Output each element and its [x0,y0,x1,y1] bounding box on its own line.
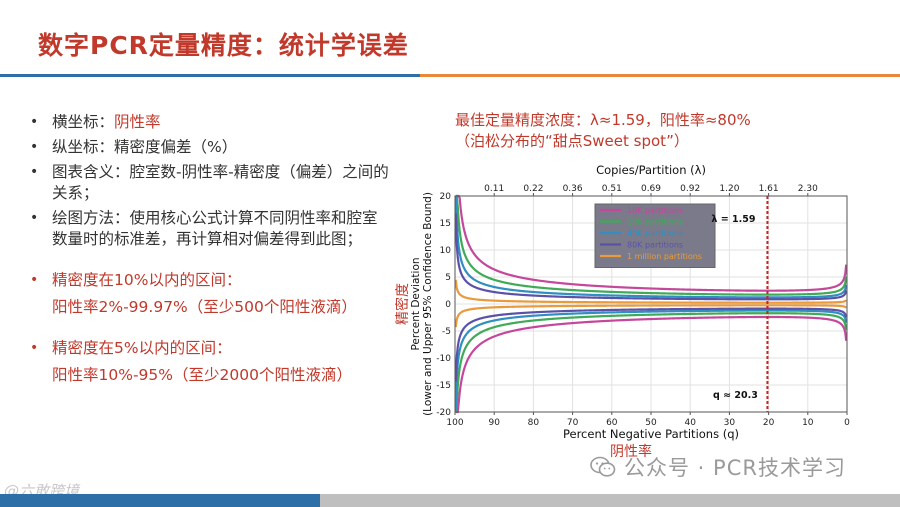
y-tick-label: -15 [436,381,451,391]
series-upper-line [454,195,848,299]
series-lower-line [455,315,848,414]
legend-label: 20K partitions [627,218,683,227]
x-tick-label: 10 [802,418,814,428]
slide-title: 数字PCR定量精度：统计学误差 [38,31,409,60]
bullet-method: • 绘图方法：使用核心公式计算不同阴性率和腔室数量时的标准差，再计算相对偏差得到… [30,208,390,250]
watermark: 公众号 · PCR技术学习 [590,452,846,482]
annotation-line-2: （泊松分布的“甜点Sweet spot”） [455,132,689,150]
x-tick-label: 40 [684,418,696,428]
top-tick-label: 0.51 [602,184,622,194]
annotation-line-1: 最佳定量精度浓度：λ≈1.59，阳性率≈80% [455,111,751,129]
notes-panel: • 横坐标：阴性率 • 纵坐标：精密度偏差（%） • 图表含义：腔室数-阴性率-… [30,112,390,390]
highlight-5pct-heading: • 精密度在5%以内的区间： [30,339,232,357]
y-tick-label: -20 [436,408,451,418]
series-lower-line [454,312,848,413]
y-axis-title-line-2: (Lower and Upper 95% Confidence Bound) [422,192,434,416]
top-tick-label: 0.11 [484,184,504,194]
legend-label: 40K partitions [627,229,683,238]
sweet-spot-annotation: 最佳定量精度浓度：λ≈1.59，阳性率≈80% （泊松分布的“甜点Sweet s… [455,110,885,152]
bullet-dot-icon: • [30,210,39,226]
y-tick-label: 0 [445,300,451,310]
x2-axis-title: Copies/Partition (λ) [596,163,706,177]
top-tick-label: 0.92 [680,184,700,194]
series-upper-line [455,194,848,292]
bullet-prefix: 纵坐标： [52,138,115,156]
y-tick-label: -10 [436,354,451,364]
y-axis-title-cn: 精密度 [395,283,411,325]
bullet-dot-icon: • [30,340,39,356]
x-tick-label: 80 [528,418,540,428]
watermark-text: 公众号 · PCR技术学习 [624,456,846,480]
footer-bar-grey [320,494,900,507]
wechat-icon [590,456,616,477]
chart-labels: Copies/Partition (λ) Percent Negative Par… [395,163,758,460]
bullet-y-axis: • 纵坐标：精密度偏差（%） [30,137,390,158]
bullet-dot-icon: • [30,114,39,130]
chart-legend: 10K partitions 20K partitions 40K partitio… [594,203,716,268]
bullet-prefix: 绘图方法： [52,209,130,227]
highlight-5pct-detail: 阳性率10%-95%（至少2000个阳性液滴） [52,366,352,384]
y-axis-title-line-1: Percent Deviation [410,257,422,350]
chart-axes: 100 90 80 70 60 50 40 30 20 10 020151050-5-10-15-2… [436,184,850,428]
y-tick-label: -5 [442,327,451,337]
top-tick-label: 1.61 [759,184,779,194]
bullet-dot-icon: • [30,164,39,180]
top-tick-label: 2.30 [798,184,818,194]
x-tick-label: 30 [724,418,736,428]
bullet-prefix: 横坐标： [52,113,115,131]
x-tick-label: 20 [763,418,775,428]
bullet-value: 腔室数-阴性率-精密度（偏差）之间的关系； [52,163,389,202]
x-axis-title: Percent Negative Partitions (q) [563,427,739,441]
x-axis-title-cn: 阴性率 [610,443,652,460]
highlight-10pct-heading: • 精密度在10%以内的区间： [30,271,242,289]
y-tick-label: 10 [440,246,452,256]
series-upper-line [454,213,848,301]
title-rule-orange [420,74,900,77]
bullet-dot-icon: • [30,139,39,155]
precision-chart: 100 90 80 70 60 50 40 30 20 10 020151050-5-10-15-2… [395,163,850,460]
y-tick-label: 20 [440,192,452,202]
series-lower-line [454,307,848,382]
series-upper-line [455,194,848,296]
legend-label: 10K partitions [627,206,683,215]
top-tick-label: 0.36 [563,184,583,194]
top-tick-label: 0.22 [523,184,543,194]
optimum-lambda-label: λ = 1.59 [711,214,755,225]
x-tick-label: 50 [645,418,657,428]
optimum-q-label: q ≈ 20.3 [713,390,758,401]
chart-curves [454,194,848,414]
legend-label: 80K partitions [627,241,683,250]
bullet-value: 使用核心公式计算不同阴性率和腔室数量时的标准差，再计算相对偏差得到此图； [52,209,378,248]
x-tick-label: 60 [606,418,618,428]
bullet-prefix: 图表含义： [52,163,130,181]
series-lower-line [454,304,847,328]
y-tick-label: 5 [445,273,451,283]
bullet-value: 阴性率 [114,113,161,131]
x-tick-label: 70 [567,418,579,428]
highlight-10pct-detail: 阳性率2%-99.97%（至少500个阳性液滴） [52,298,357,316]
x-tick-label: 0 [844,418,850,428]
footer-bar-blue [0,494,320,507]
top-tick-label: 1.20 [719,184,739,194]
series-upper-line [454,279,847,304]
bullet-meaning: • 图表含义：腔室数-阴性率-精密度（偏差）之间的关系； [30,162,390,204]
x-tick-label: 90 [488,418,500,428]
legend-label: 1 million partitions [627,252,702,261]
x-tick-label: 100 [446,418,463,428]
bullet-dot-icon: • [30,272,39,288]
bullet-value: 精密度偏差（%） [114,138,238,156]
bullet-x-axis: • 横坐标：阴性率 [30,112,390,133]
title-rule-blue [0,74,420,77]
series-lower-line [454,309,848,411]
top-tick-label: 0.69 [641,184,661,194]
y-tick-label: 15 [440,219,451,229]
